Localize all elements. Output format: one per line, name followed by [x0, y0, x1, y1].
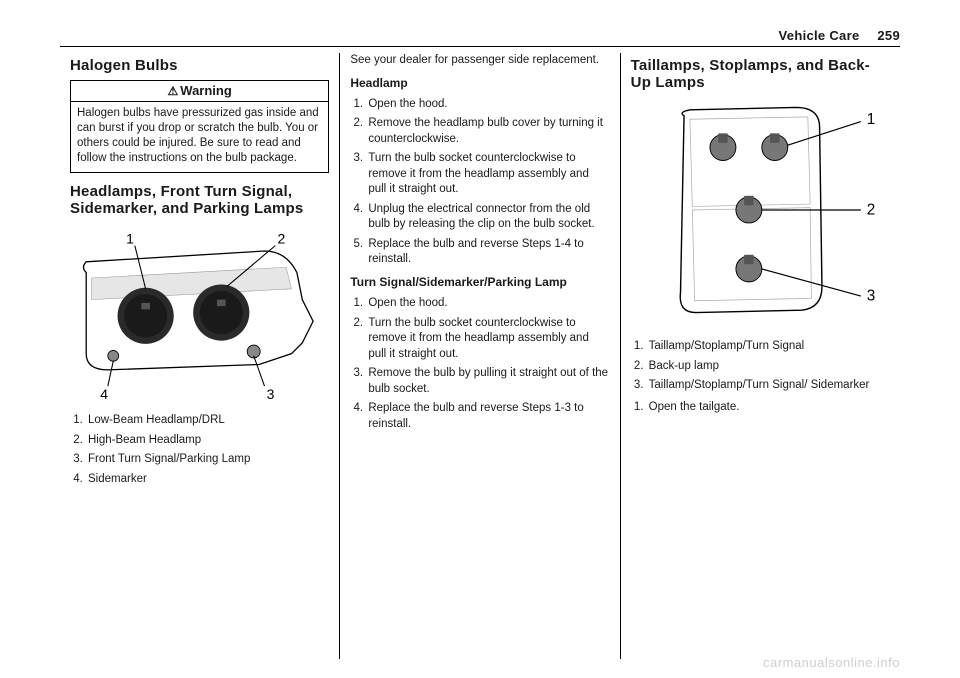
halogen-bulbs-title: Halogen Bulbs: [70, 57, 329, 74]
legend-item: High-Beam Headlamp: [86, 433, 329, 449]
page-number: 259: [877, 28, 900, 43]
content-columns: Halogen Bulbs ⚠Warning Halogen bulbs hav…: [60, 53, 900, 659]
headlamps-title: Headlamps, Front Turn Signal, Sidemarker…: [70, 183, 329, 218]
column-1: Halogen Bulbs ⚠Warning Halogen bulbs hav…: [60, 53, 339, 659]
watermark: carmanualsonline.info: [763, 655, 900, 670]
warning-body: Halogen bulbs have pressurized gas insid…: [71, 102, 328, 172]
step-item: Replace the bulb and reverse Steps 1-3 t…: [366, 401, 609, 432]
legend-item: Sidemarker: [86, 472, 329, 488]
headlamp-steps: Open the hood. Remove the headlamp bulb …: [350, 97, 609, 268]
taillamp-figure: 1 2 3: [631, 98, 890, 334]
taillamps-title: Taillamps, Stoplamps, and Back-Up Lamps: [631, 57, 890, 92]
warning-label: Warning: [180, 83, 232, 98]
step-item: Turn the bulb socket counterclockwise to…: [366, 151, 609, 198]
step-item: Remove the bulb by pulling it straight o…: [366, 366, 609, 397]
step-item: Replace the bulb and reverse Steps 1-4 t…: [366, 237, 609, 268]
step-item: Turn the bulb socket counterclockwise to…: [366, 316, 609, 363]
column-2: See your dealer for passenger side repla…: [339, 53, 619, 659]
turnsignal-subhead: Turn Signal/Sidemarker/Parking Lamp: [350, 274, 609, 290]
taillamp-steps: Open the tailgate.: [631, 400, 890, 416]
step-item: Remove the headlamp bulb cover by turnin…: [366, 116, 609, 147]
legend-item: Taillamp/Stoplamp/Turn Signal: [647, 339, 890, 355]
headlamp-legend: Low-Beam Headlamp/DRL High-Beam Headlamp…: [70, 413, 329, 487]
legend-item: Front Turn Signal/Parking Lamp: [86, 452, 329, 468]
svg-text:4: 4: [100, 386, 108, 402]
svg-text:1: 1: [866, 110, 875, 127]
step-item: Open the hood.: [366, 97, 609, 113]
svg-text:1: 1: [126, 230, 134, 246]
step-item: Open the tailgate.: [647, 400, 890, 416]
column-3: Taillamps, Stoplamps, and Back-Up Lamps: [620, 53, 900, 659]
warning-icon: ⚠: [168, 84, 179, 98]
step-item: Unplug the electrical connector from the…: [366, 202, 609, 233]
warning-heading: ⚠Warning: [71, 81, 328, 102]
page-header: Vehicle Care 259: [60, 28, 900, 47]
step-item: Open the hood.: [366, 296, 609, 312]
svg-text:3: 3: [267, 386, 275, 402]
legend-item: Back-up lamp: [647, 359, 890, 375]
svg-text:2: 2: [277, 230, 285, 246]
headlamp-figure: 1 2 3 4: [70, 224, 329, 408]
headlamp-subhead: Headlamp: [350, 75, 609, 91]
turnsignal-steps: Open the hood. Turn the bulb socket coun…: [350, 296, 609, 432]
warning-box: ⚠Warning Halogen bulbs have pressurized …: [70, 80, 329, 173]
dealer-note: See your dealer for passenger side repla…: [350, 53, 609, 69]
taillamp-legend: Taillamp/Stoplamp/Turn Signal Back-up la…: [631, 339, 890, 394]
svg-text:2: 2: [866, 201, 875, 218]
legend-item: Low-Beam Headlamp/DRL: [86, 413, 329, 429]
header-section: Vehicle Care: [779, 28, 860, 43]
legend-item: Taillamp/Stoplamp/Turn Signal/ Sidemarke…: [647, 378, 890, 394]
svg-text:3: 3: [866, 287, 875, 304]
